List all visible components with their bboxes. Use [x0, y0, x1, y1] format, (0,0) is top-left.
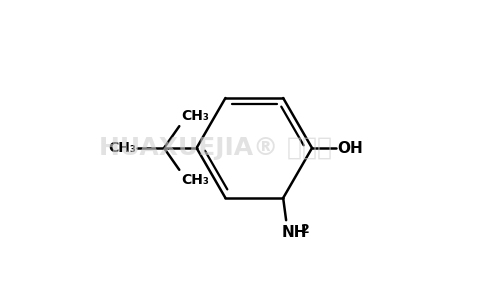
Text: CH₃: CH₃	[181, 109, 209, 123]
Text: OH: OH	[337, 141, 363, 155]
Text: NH: NH	[282, 225, 307, 240]
Text: 2: 2	[301, 223, 309, 236]
Text: CH₃: CH₃	[108, 141, 136, 155]
Text: HUAXUEJIA® 化学加: HUAXUEJIA® 化学加	[99, 136, 332, 160]
Text: CH₃: CH₃	[181, 173, 209, 187]
